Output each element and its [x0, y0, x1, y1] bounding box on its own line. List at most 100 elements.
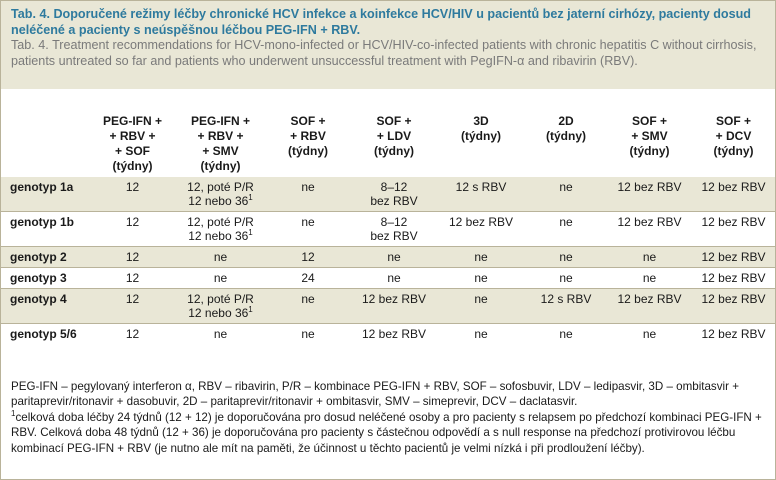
table-cell: 12, poté P/R 12 nebo 361: [176, 288, 265, 324]
table-cell: 12 bez RBV: [692, 246, 775, 268]
header-line: + SMV: [202, 144, 239, 158]
table-cell: 8–12 bez RBV: [351, 177, 437, 212]
header-cell-2d: 2D (týdny): [525, 89, 607, 177]
treatment-table: PEG-IFN + + RBV + + SOF (týdny) PEG-IFN + + …: [1, 89, 775, 354]
table-cell: 12 bez RBV: [701, 215, 766, 229]
footnote-ref: 1: [248, 305, 253, 314]
table-cell: 8–12 bez RBV: [370, 215, 418, 243]
header-line: + RBV +: [109, 129, 156, 143]
header-cell-sof-rbv: SOF + + RBV (týdny): [265, 89, 351, 177]
table-cell: ne: [265, 288, 351, 324]
table-header-row: PEG-IFN + + RBV + + SOF (týdny) PEG-IFN + + …: [1, 89, 775, 177]
table-cell: 12, poté P/R 12 nebo 361: [176, 177, 265, 212]
table-cell: 12 bez RBV: [607, 177, 692, 212]
table-cell: ne: [213, 327, 228, 341]
row-label-genotype: genotyp 4: [1, 288, 89, 324]
header-cell-pegifn-rbv-smv: PEG-IFN + + RBV + + SMV (týdny): [176, 89, 265, 177]
table-cell: ne: [351, 246, 437, 268]
table-cell: ne: [176, 246, 265, 268]
table-caption: Tab. 4. Doporučené režimy léčby chronick…: [1, 1, 775, 89]
header-line: (týdny): [546, 129, 586, 143]
footnote-ref: 1: [248, 228, 253, 237]
header-line: + DCV: [715, 129, 752, 143]
table-cell: 12: [89, 288, 176, 324]
table-cell: ne: [559, 215, 573, 229]
footnote-note-text: celková doba léčby 24 týdnů (12 + 12) je…: [11, 410, 762, 455]
header-line: PEG-IFN +: [102, 114, 162, 128]
table-cell: ne: [474, 327, 488, 341]
table-cell: 12 s RBV: [525, 288, 607, 324]
header-line: SOF +: [715, 114, 751, 128]
header-line: + RBV: [290, 129, 326, 143]
footnote-marker: 1: [11, 408, 16, 418]
table-cell: ne: [525, 246, 607, 268]
header-cell-sof-ldv: SOF + + LDV (týdny): [351, 89, 437, 177]
header-line: + RBV +: [197, 129, 244, 143]
header-line: SOF +: [376, 114, 412, 128]
table-cell: ne: [559, 271, 573, 285]
row-label-genotype: genotyp 3: [10, 271, 67, 285]
table-cell: 12 s RBV: [437, 177, 525, 212]
table-cell: ne: [642, 327, 657, 341]
row-label-genotype: genotyp 1b: [10, 215, 75, 229]
header-line: PEG-IFN +: [190, 114, 250, 128]
header-cell-empty: [1, 89, 89, 177]
table-row: genotyp 1a 12 12, poté P/R 12 nebo 361 ne 8–1…: [1, 177, 775, 212]
table-cell: 12 bez RBV: [607, 288, 692, 324]
header-cell-3d: 3D (týdny): [437, 89, 525, 177]
header-line: (týdny): [713, 144, 754, 158]
table-cell: ne: [607, 246, 692, 268]
table-cell: ne: [387, 271, 401, 285]
header-line: SOF +: [290, 114, 326, 128]
header-cell-pegifn-rbv-sof: PEG-IFN + + RBV + + SOF (týdny): [89, 89, 176, 177]
table-cell: 12, poté P/R 12 nebo 361: [187, 215, 254, 243]
header-line: (týdny): [112, 159, 153, 173]
header-line: (týdny): [288, 144, 328, 158]
table-cell: 12 bez RBV: [361, 327, 427, 341]
table-cell: ne: [437, 246, 525, 268]
table-row: genotyp 2 12 ne 12 ne ne ne ne 12 bez RBV: [1, 246, 775, 268]
header-line: (týdny): [629, 144, 670, 158]
table-cell: 12: [89, 177, 176, 212]
header-line: SOF +: [631, 114, 667, 128]
table-cell: ne: [301, 327, 315, 341]
header-cell-sof-dcv: SOF + + DCV (týdny): [692, 89, 775, 177]
footnote-abbreviations: PEG-IFN – pegylovaný interferon α, RBV –…: [11, 380, 739, 409]
table-cell: 12 bez RBV: [692, 177, 775, 212]
table-cell: 12: [89, 246, 176, 268]
table-cell: 12 bez RBV: [692, 288, 775, 324]
table-cell: 12 bez RBV: [701, 271, 766, 285]
header-line: 2D: [558, 114, 574, 128]
table-cell: 12: [125, 271, 140, 285]
table-cell: ne: [642, 271, 657, 285]
table-footnote: PEG-IFN – pegylovaný interferon α, RBV –…: [11, 379, 765, 456]
table-cell: 12 bez RBV: [351, 288, 437, 324]
header-line: 3D: [473, 114, 489, 128]
table-cell: ne: [301, 215, 315, 229]
table-cell: ne: [525, 177, 607, 212]
table-cell: 12 bez RBV: [617, 215, 682, 229]
table-cell: 24: [301, 271, 315, 285]
row-label-genotype: genotyp 1a: [1, 177, 89, 212]
header-line: + SMV: [631, 129, 668, 143]
header-line: (týdny): [374, 144, 414, 158]
header-line: (týdny): [200, 159, 241, 173]
table-cell: ne: [559, 327, 573, 341]
header-line: + LDV: [376, 129, 412, 143]
caption-title-czech: Tab. 4. Doporučené režimy léčby chronick…: [11, 7, 751, 37]
table-cell: 12 bez RBV: [701, 327, 766, 341]
table-cell: 12: [125, 327, 140, 341]
table-cell: ne: [213, 271, 228, 285]
table-cell: ne: [474, 271, 488, 285]
table-row: genotyp 3 12 ne 24 ne ne ne ne 12 bez RBV: [1, 267, 775, 289]
caption-title-english: Tab. 4. Treatment recommendations for HC…: [11, 38, 757, 68]
table-cell: ne: [265, 177, 351, 212]
table-row: genotyp 5/6 12 ne ne 12 bez RBV ne ne ne 12 bez …: [1, 323, 775, 354]
table-cell: ne: [437, 288, 525, 324]
header-line: + SOF: [114, 144, 150, 158]
footnote-note: 1celková doba léčby 24 týdnů (12 + 12) j…: [11, 408, 765, 456]
table-row: genotyp 1b 12 12, poté P/R 12 nebo 361 ne 8–1…: [1, 211, 775, 247]
table-cell: 12: [265, 246, 351, 268]
row-label-genotype: genotyp 5/6: [10, 327, 77, 341]
